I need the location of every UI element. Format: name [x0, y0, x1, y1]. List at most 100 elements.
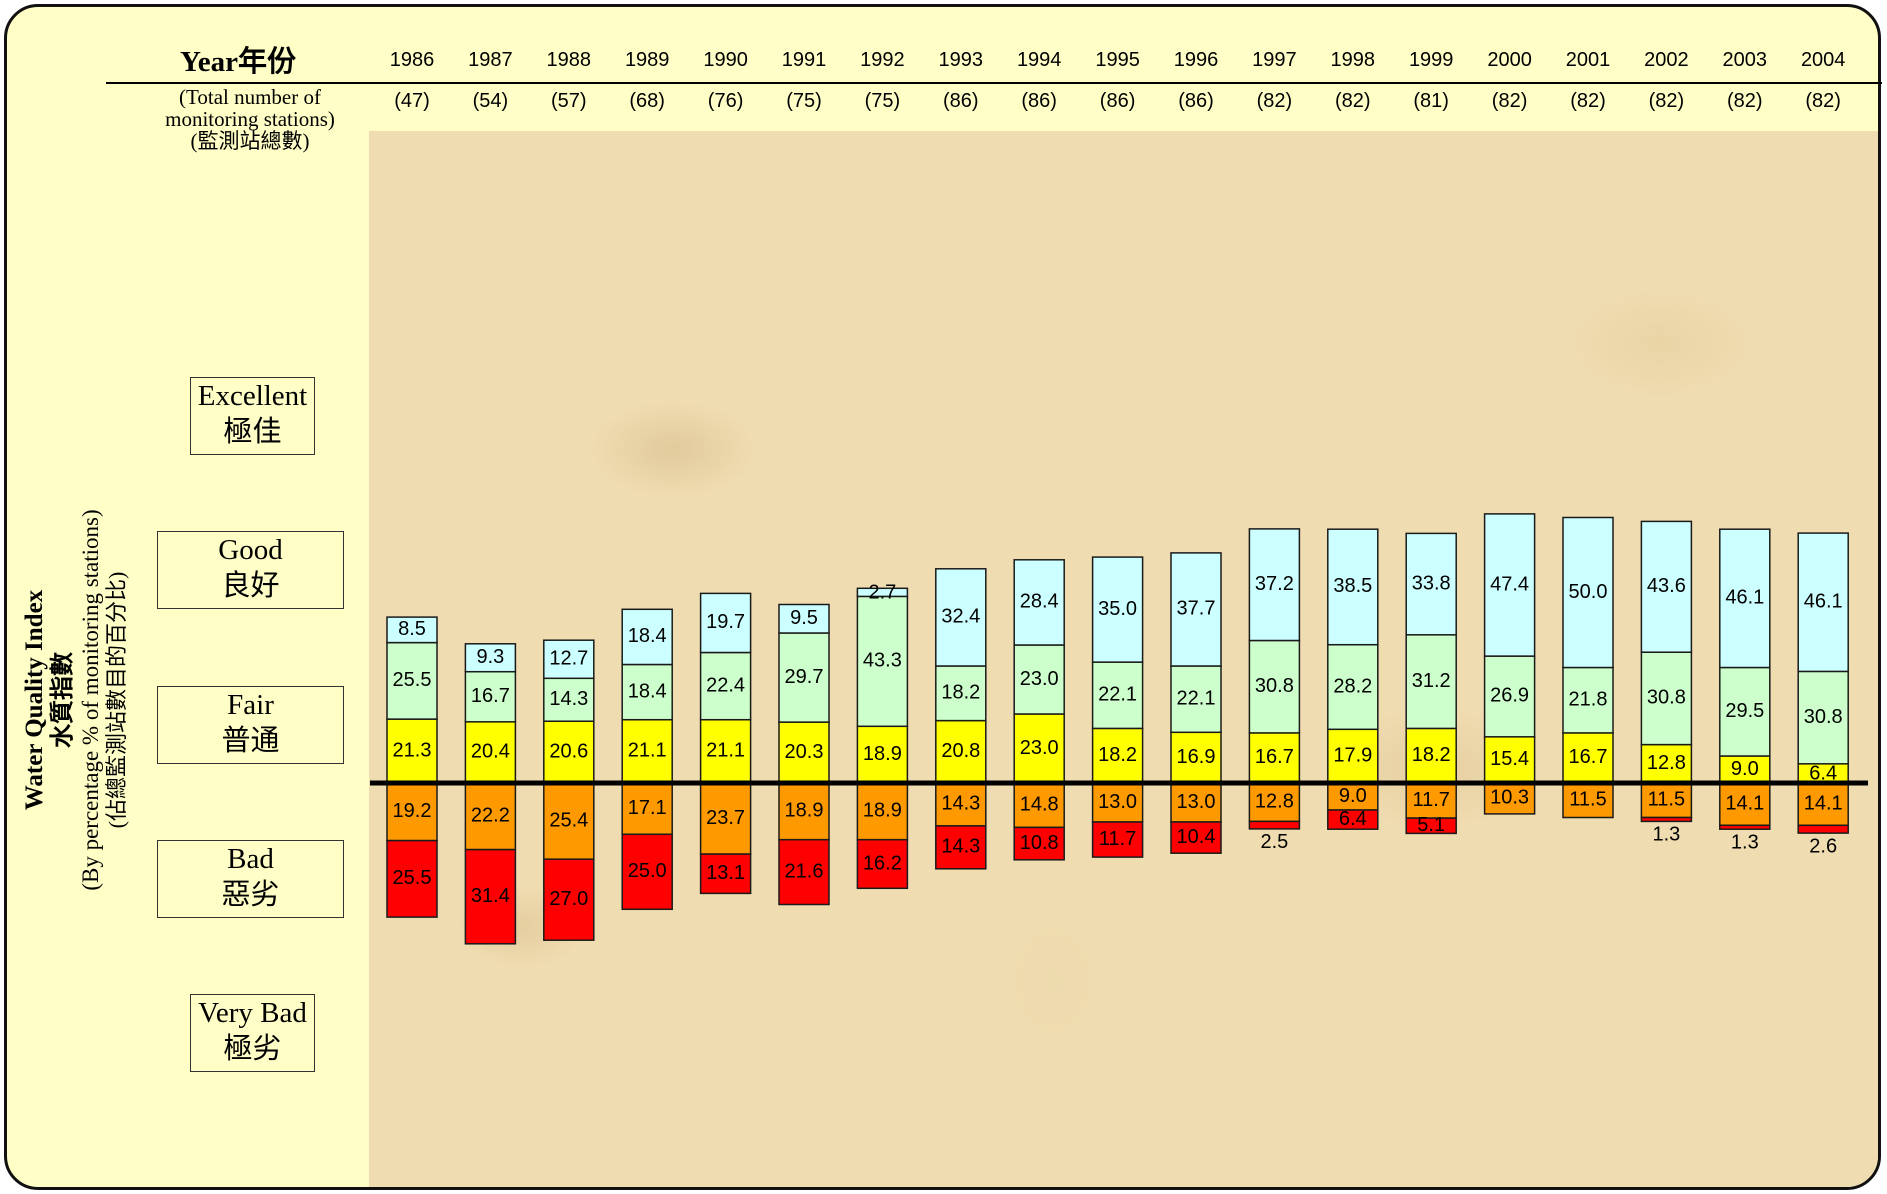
- bar-segment-good: [386, 641, 438, 720]
- data-label-good: 16.7: [471, 685, 510, 707]
- year-label: 1992: [860, 49, 905, 71]
- legend-good-en: Good: [218, 534, 283, 566]
- bar-segment-good: [778, 632, 830, 723]
- data-label-excellent: 46.1: [1804, 591, 1843, 613]
- data-label-bad: 10.3: [1490, 787, 1529, 809]
- legend-excellent-en: Excellent: [197, 380, 308, 412]
- station-count-label: (54): [472, 90, 509, 112]
- legend-bad-zh: 惡劣: [221, 879, 280, 911]
- data-label-good: 18.2: [941, 682, 980, 704]
- data-label-bad: 11.7: [1412, 789, 1449, 811]
- data-label-fair: 18.9: [863, 743, 902, 765]
- bar-segment-fair: [778, 721, 830, 784]
- station-count-label: (47): [394, 90, 430, 112]
- header-divider: [106, 82, 1882, 84]
- bar-segment-excellent: [1170, 552, 1222, 667]
- data-label-very-bad: 5.1: [1417, 814, 1445, 836]
- data-label-very-bad: 25.0: [628, 860, 667, 882]
- year-label: 2000: [1487, 49, 1532, 71]
- data-label-bad: 13.0: [1177, 791, 1216, 813]
- data-label-bad: 14.3: [941, 793, 980, 815]
- data-label-excellent: 32.4: [941, 606, 980, 628]
- bar-segment-very-bad: [1405, 817, 1457, 835]
- station-count-label: (82): [1256, 90, 1293, 112]
- data-label-excellent: 37.2: [1255, 573, 1294, 595]
- bar-segment-very-bad: [1719, 824, 1771, 830]
- station-count-label: (82): [1648, 90, 1685, 112]
- data-label-excellent: 46.1: [1725, 587, 1764, 609]
- data-label-excellent: 33.8: [1412, 572, 1451, 594]
- data-label-bad: 23.7: [706, 807, 745, 829]
- station-count-label: (82): [1491, 90, 1528, 112]
- station-count-label: (75): [864, 90, 901, 112]
- bar-segment-bad: [1719, 782, 1771, 827]
- data-label-fair: 12.8: [1647, 752, 1686, 774]
- bar-segment-fair: [1091, 727, 1144, 784]
- data-label-fair: 16.7: [1569, 746, 1608, 768]
- bar-segment-fair: [699, 718, 752, 784]
- year-label: 2001: [1565, 49, 1611, 71]
- bar-segment-good: [543, 677, 595, 722]
- data-label-bad: 14.1: [1725, 792, 1764, 814]
- data-label-excellent: 18.4: [628, 625, 667, 647]
- bar-segment-bad: [464, 782, 517, 851]
- bar-segment-bad: [1405, 782, 1457, 819]
- station-count-label: (82): [1727, 90, 1763, 112]
- bar-segment-bad: [699, 782, 752, 855]
- station-count-label: (86): [1021, 90, 1057, 112]
- data-label-excellent: 9.3: [476, 646, 504, 668]
- data-label-excellent: 47.4: [1490, 573, 1529, 595]
- legend-good-zh: 良好: [221, 570, 280, 602]
- data-label-good: 18.4: [628, 680, 667, 702]
- bar-segment-bad: [621, 782, 673, 836]
- bar-segment-bad: [1248, 782, 1301, 823]
- year-label: 1987: [468, 49, 513, 71]
- bar-segment-fair: [543, 720, 595, 784]
- legend-bad: Bad 惡劣: [157, 840, 344, 918]
- data-label-excellent: 8.5: [398, 618, 426, 640]
- data-label-fair: 20.3: [785, 741, 824, 763]
- bar-segment-very-bad: [386, 839, 438, 918]
- data-label-excellent: 12.7: [549, 648, 588, 670]
- bar-segment-fair: [1562, 732, 1614, 784]
- data-label-bad: 17.1: [628, 797, 667, 819]
- station-count-label: (86): [1178, 90, 1214, 112]
- data-label-good: 22.4: [706, 674, 745, 696]
- year-label: 1997: [1252, 49, 1297, 71]
- bar-segment-fair: [935, 719, 987, 784]
- year-label: 1995: [1095, 49, 1140, 71]
- data-label-bad: 9.0: [1339, 785, 1367, 807]
- bar-segment-fair: [856, 725, 909, 784]
- bar-segment-very-bad: [621, 833, 673, 911]
- bar-segment-excellent: [386, 616, 438, 644]
- bar-segment-very-bad: [464, 848, 517, 945]
- data-label-fair: 15.4: [1490, 748, 1529, 770]
- station-count-label: (57): [551, 90, 587, 112]
- chart-frame: [4, 4, 1881, 1190]
- legend-excellent: Excellent 極佳: [190, 377, 315, 455]
- bar-segment-excellent: [1405, 532, 1457, 636]
- bar-segment-very-bad: [935, 825, 987, 870]
- stations-label-line: (監測站總數): [190, 129, 310, 153]
- data-label-excellent: 28.4: [1020, 591, 1059, 613]
- bar-segment-good: [1327, 643, 1379, 731]
- bar-segment-very-bad: [1797, 824, 1849, 834]
- data-label-very-bad: 27.0: [549, 888, 588, 910]
- bar-segment-good: [1640, 651, 1693, 746]
- data-label-bad: 11.5: [1569, 789, 1606, 811]
- data-label-fair: 9.0: [1731, 758, 1759, 780]
- bar-segment-good: [1719, 666, 1771, 757]
- legend-excellent-zh: 極佳: [223, 416, 282, 448]
- bar-segment-very-bad: [1248, 820, 1301, 830]
- year-axis-title: Year年份: [180, 46, 296, 78]
- stations-label-line: monitoring stations): [165, 107, 335, 131]
- bar-segment-very-bad: [1091, 821, 1144, 858]
- bar-segment-bad: [935, 782, 987, 827]
- data-label-very-bad: 2.6: [1809, 835, 1837, 857]
- bar-segment-bad: [386, 782, 438, 842]
- stations-count-label: (Total number of monitoring stations) (監…: [140, 86, 360, 152]
- bar-segment-very-bad: [1640, 816, 1693, 823]
- data-label-bad: 14.8: [1020, 793, 1059, 815]
- data-label-very-bad: 13.1: [706, 862, 745, 884]
